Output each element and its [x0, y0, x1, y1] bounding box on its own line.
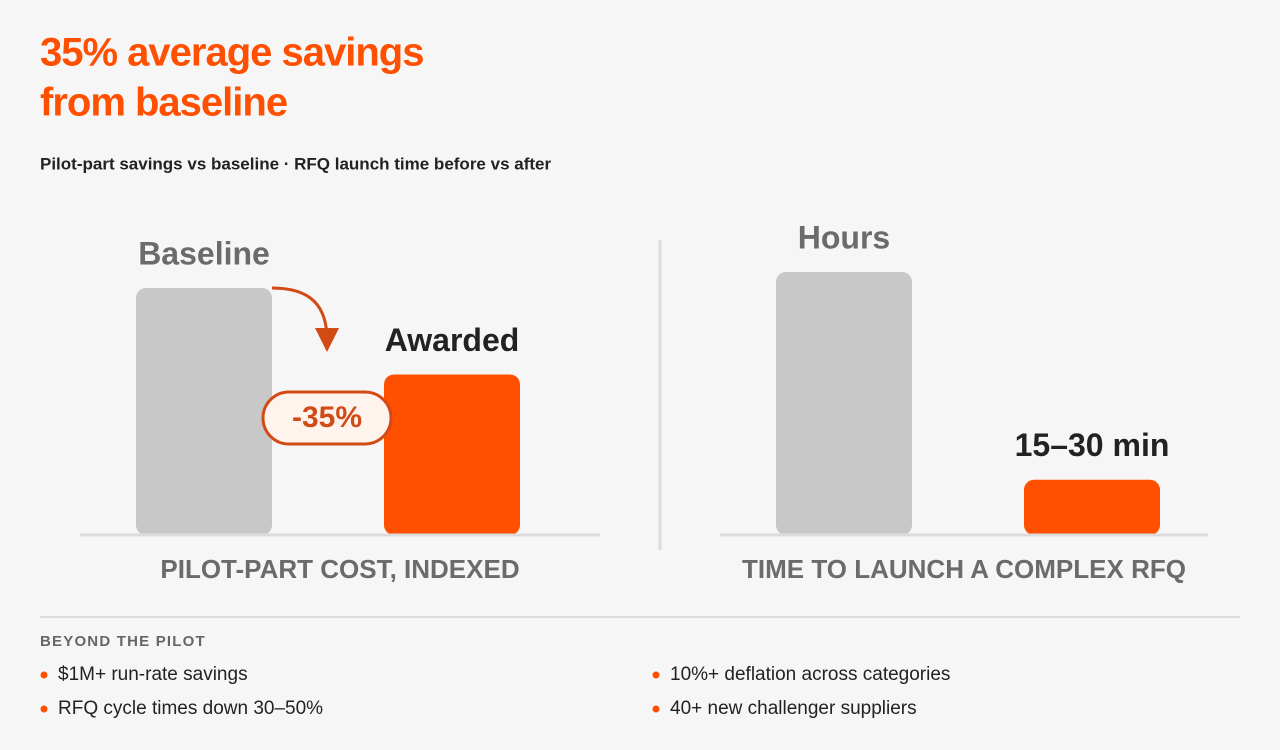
- axis-label: TIME TO LAUNCH A COMPLEX RFQ: [742, 554, 1186, 584]
- bar: [136, 288, 272, 535]
- title-line: from baseline: [40, 81, 287, 125]
- footer-item: 10%+ deflation across categories: [670, 664, 950, 685]
- bar: [384, 374, 520, 535]
- bullet: [652, 671, 660, 679]
- footer-item: $1M+ run-rate savings: [58, 664, 248, 685]
- axis-label: PILOT-PART COST, INDEXED: [160, 554, 519, 584]
- footer-item: 40+ new challenger suppliers: [670, 698, 917, 719]
- bullet: [40, 671, 48, 679]
- footer-item: RFQ cycle times down 30–50%: [58, 698, 323, 719]
- bar-label: Awarded: [385, 322, 520, 358]
- bar-label: 15–30 min: [1015, 427, 1170, 463]
- bar: [776, 272, 912, 535]
- subtitle: Pilot-part savings vs baseline · RFQ lau…: [40, 154, 551, 173]
- bar-label: Hours: [798, 219, 890, 255]
- bullet: [652, 705, 660, 713]
- annotation-pill: [261, 390, 393, 446]
- footer-heading: BEYOND THE PILOT: [40, 633, 206, 650]
- annotation: -35%: [292, 401, 362, 434]
- arrow: [271, 286, 339, 352]
- bar-label: Baseline: [138, 235, 270, 271]
- bullet: [40, 705, 48, 713]
- title-line: 35% average savings: [40, 31, 423, 75]
- bar: [1024, 479, 1160, 535]
